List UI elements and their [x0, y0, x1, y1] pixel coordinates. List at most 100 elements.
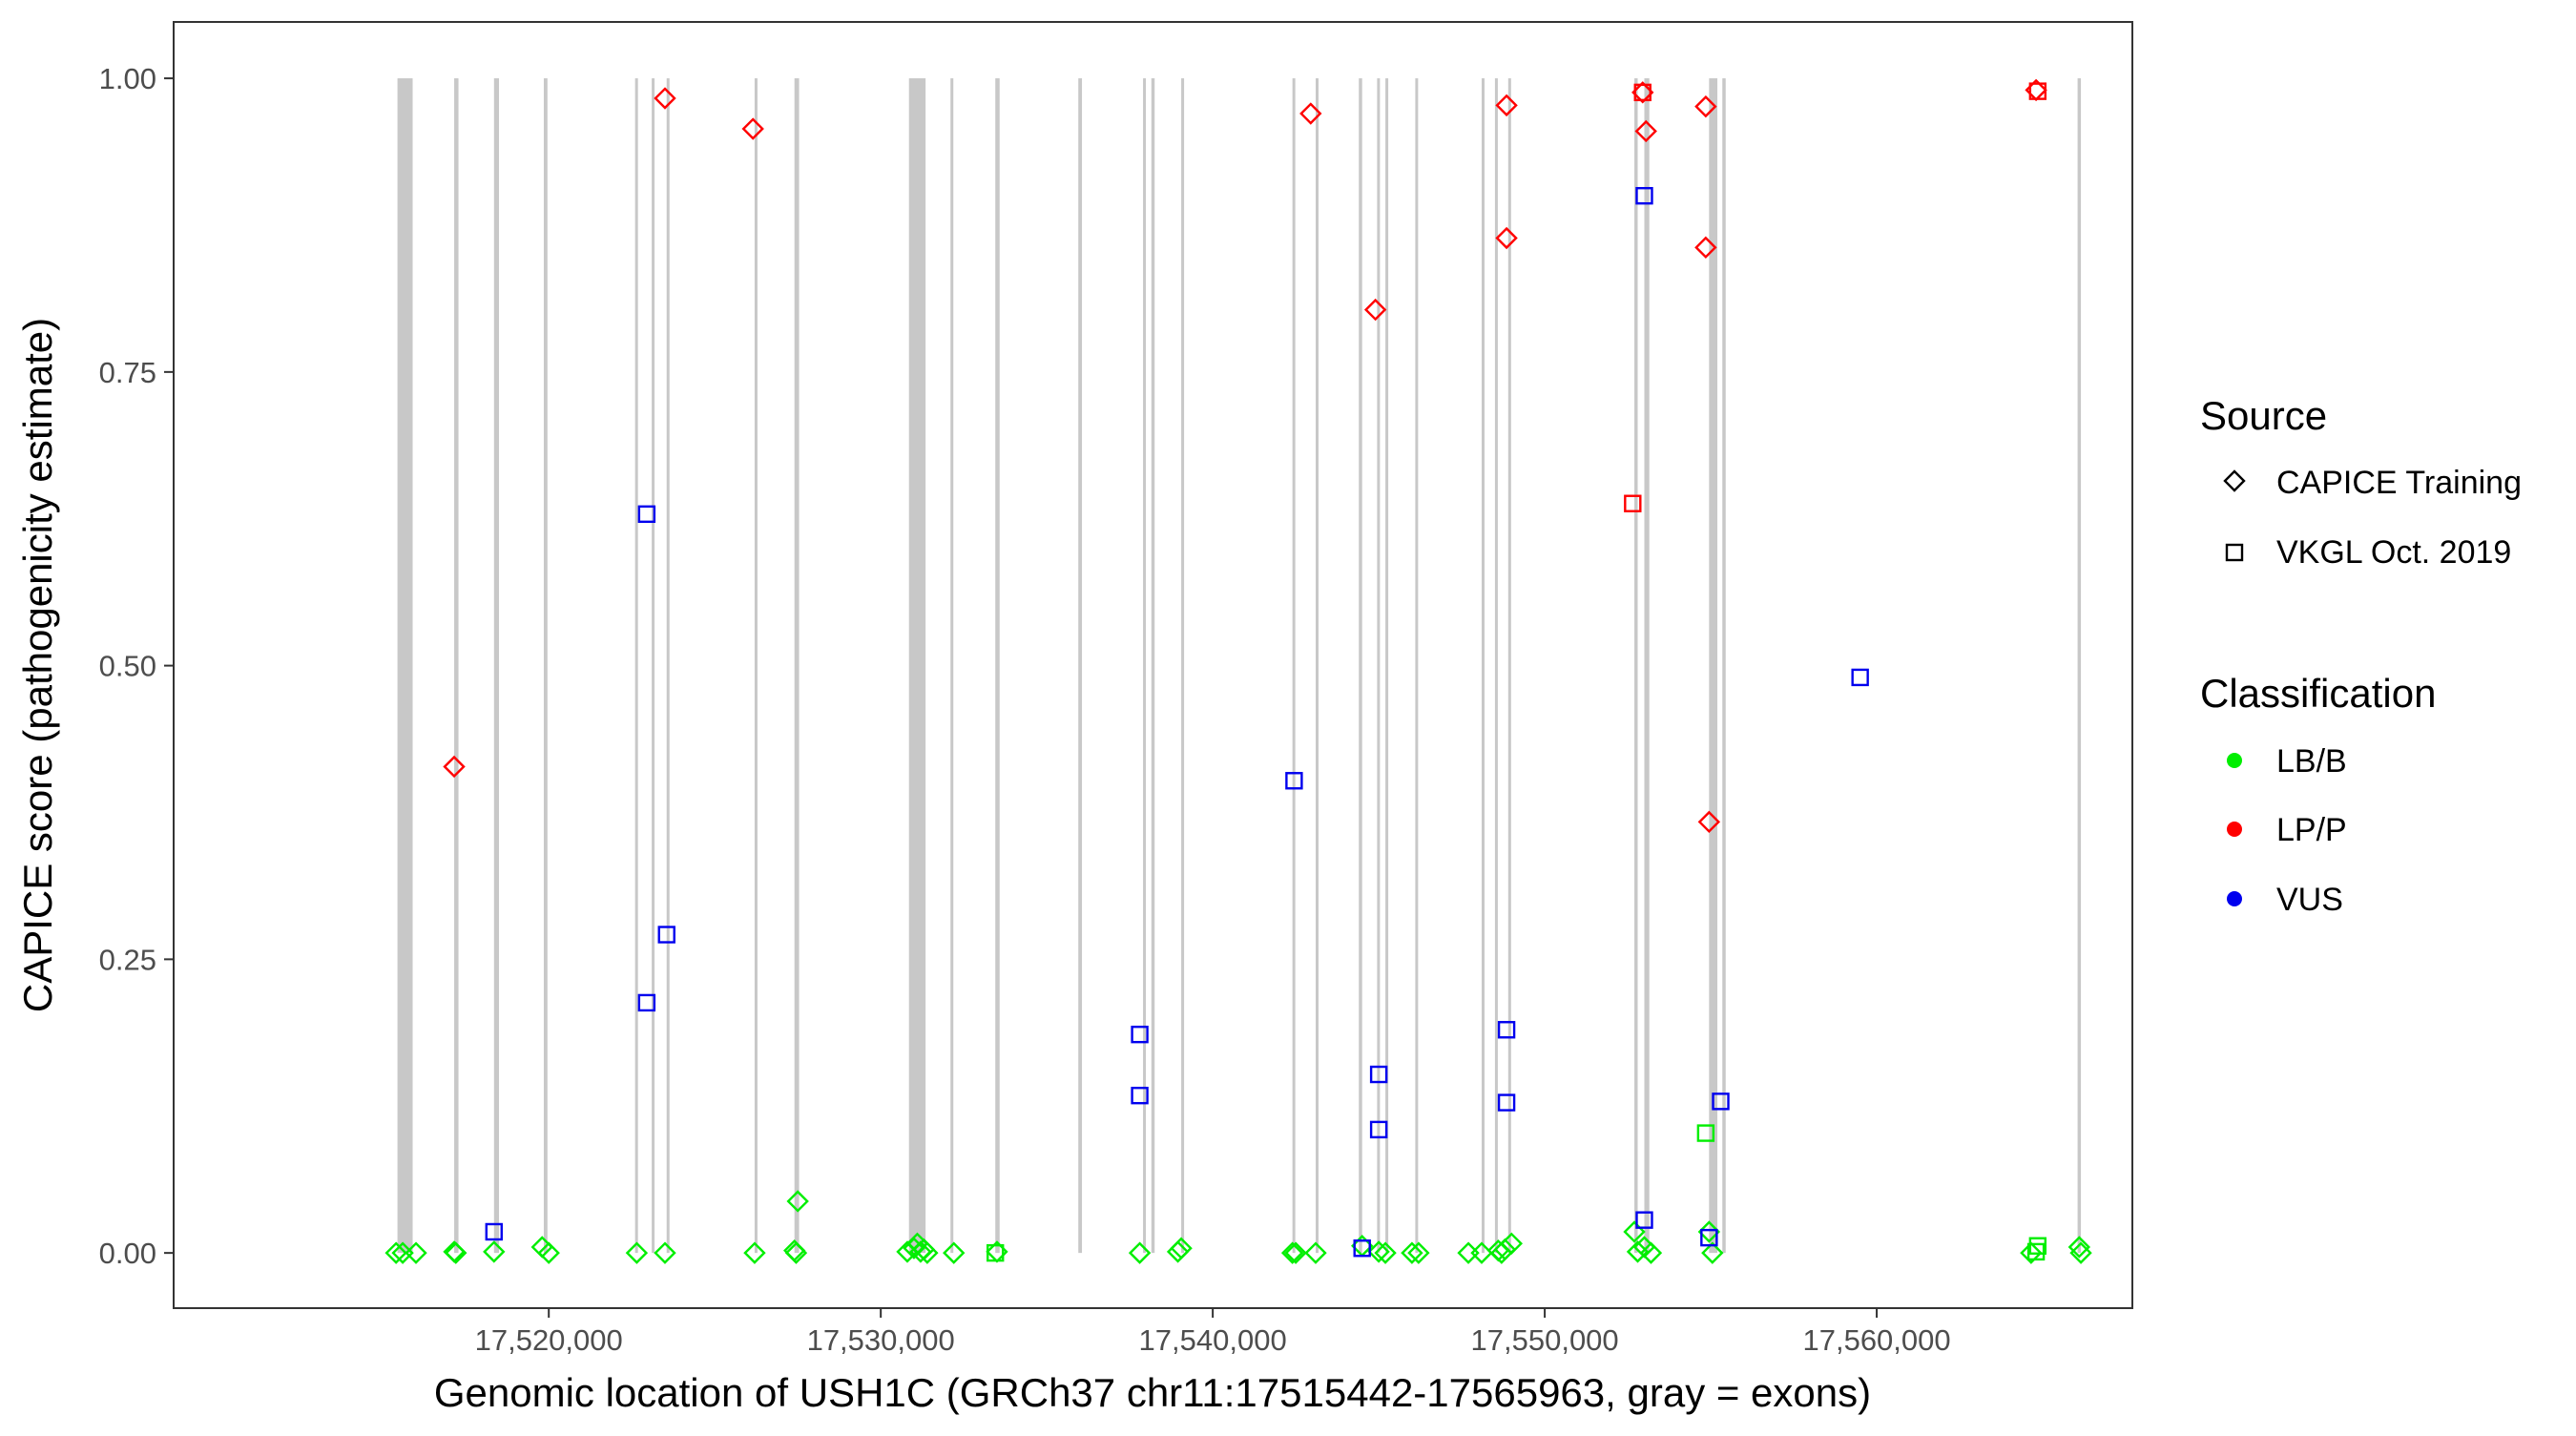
y-tick-label: 0.00	[99, 1237, 156, 1270]
vkgl-vus-point	[1369, 1120, 1388, 1139]
capice-lbb-point	[1280, 1241, 1304, 1264]
capice-lbb-point	[405, 1241, 427, 1264]
exon-band	[1709, 78, 1718, 1254]
capice-lbb-point	[786, 1190, 809, 1213]
capice-lpp-point	[1495, 226, 1518, 250]
legend-label-vus: VUS	[2276, 882, 2343, 918]
capice-lbb-point	[1701, 1241, 1724, 1264]
exon-band	[1634, 78, 1638, 1254]
legend-title-classification: Classification	[2200, 671, 2436, 716]
x-tick-label: 17,550,000	[1471, 1323, 1619, 1357]
exon-band	[1292, 78, 1296, 1254]
exon-band	[634, 78, 638, 1254]
capice-lpp-point	[1694, 94, 1717, 118]
exon-band	[908, 78, 926, 1254]
legend-label-lpp: LP/P	[2276, 812, 2347, 848]
exon-band	[950, 78, 954, 1254]
exon-band	[1151, 78, 1155, 1254]
exon-band	[2077, 78, 2082, 1254]
legend-key-vus	[2227, 891, 2242, 906]
exon-band	[1316, 78, 1319, 1254]
exon-band	[1359, 78, 1362, 1254]
legend-label-lbb: LB/B	[2276, 743, 2347, 780]
vkgl-lbb-point	[2028, 1237, 2047, 1255]
capice-lpp-point	[1631, 81, 1654, 104]
y-axis-title: CAPICE score (pathogenicity estimate)	[15, 318, 60, 1012]
exon-band	[1722, 78, 1726, 1254]
capice-lpp-point	[1299, 102, 1322, 125]
vkgl-vus-point	[637, 505, 656, 524]
legend: Source CAPICE Training VKGL Oct. 2019 Cl…	[2200, 393, 2522, 918]
vkgl-vus-point	[1353, 1239, 1371, 1258]
exon-band	[1078, 78, 1083, 1254]
capice-lbb-point	[445, 1241, 467, 1264]
exon-band	[995, 78, 1000, 1254]
vkgl-vus-point	[1285, 772, 1303, 790]
legend-label-capice-training: CAPICE Training	[2276, 465, 2522, 501]
x-tick-label: 17,560,000	[1802, 1323, 1950, 1357]
y-tick-label: 0.50	[99, 650, 156, 683]
legend-title-source: Source	[2200, 393, 2327, 438]
capice-lbb-point	[943, 1241, 966, 1264]
capice-lbb-point	[625, 1241, 649, 1264]
vkgl-vus-point	[485, 1222, 503, 1241]
vkgl-vus-point	[1131, 1086, 1149, 1105]
exon-band	[754, 78, 758, 1254]
capice-lbb-point	[1697, 1220, 1721, 1243]
x-tick-label: 17,520,000	[475, 1323, 623, 1357]
exon-band	[1377, 78, 1381, 1254]
vkgl-vus-point	[1497, 1021, 1516, 1039]
exon-band	[397, 78, 413, 1254]
capice-lbb-point	[1170, 1237, 1193, 1259]
capice-lbb-point	[1128, 1241, 1152, 1264]
legend-key-square	[2225, 543, 2244, 562]
exon-band	[1415, 78, 1419, 1254]
x-tick-label: 17,540,000	[1139, 1323, 1287, 1357]
vkgl-lpp-point	[2028, 82, 2047, 100]
capice-lbb-point	[1374, 1241, 1397, 1264]
vkgl-lbb-point	[1696, 1124, 1715, 1142]
vkgl-vus-point	[1700, 1228, 1718, 1247]
exon-band	[1494, 78, 1498, 1254]
capice-lbb-point	[1407, 1241, 1430, 1264]
capice-lbb-point	[2067, 1236, 2091, 1259]
exon-band	[794, 78, 800, 1254]
capice-lpp-point	[741, 117, 764, 140]
point-layer	[384, 78, 2092, 1264]
capice-lbb-point	[2069, 1241, 2092, 1264]
vkgl-vus-point	[1712, 1093, 1730, 1111]
legend-key-lbb	[2227, 753, 2242, 768]
capice-lpp-point	[1634, 119, 1657, 143]
exon-band	[1644, 78, 1650, 1254]
exon-band	[1385, 78, 1389, 1254]
capice-lpp-point	[654, 87, 676, 110]
capice-lbb-point	[483, 1240, 506, 1263]
vkgl-vus-point	[1635, 186, 1653, 205]
capice-lpp-point	[443, 755, 466, 779]
vkgl-vus-point	[657, 926, 675, 944]
capice-lbb-point	[743, 1241, 766, 1264]
capice-lbb-point	[1284, 1241, 1307, 1264]
exon-band	[1181, 78, 1185, 1254]
vkgl-lbb-point	[987, 1243, 1005, 1262]
capice-lbb-point	[1500, 1232, 1523, 1255]
legend-key-diamond	[2223, 469, 2246, 492]
vkgl-vus-point	[1497, 1093, 1516, 1112]
capice-lbb-point	[2020, 1241, 2043, 1264]
exon-band	[454, 78, 459, 1254]
exon-band	[666, 78, 670, 1254]
capice-lbb-point	[916, 1241, 939, 1264]
vkgl-vus-point	[637, 993, 656, 1012]
legend-key-lpp	[2227, 822, 2242, 837]
exon-band	[493, 78, 500, 1254]
y-tick-label: 1.00	[99, 62, 156, 95]
capice-lbb-point	[1639, 1241, 1663, 1264]
x-axis-title: Genomic location of USH1C (GRCh37 chr11:…	[434, 1370, 1871, 1415]
x-tick-label: 17,530,000	[807, 1323, 955, 1357]
exon-band	[1481, 78, 1485, 1254]
vkgl-vus-point	[1851, 668, 1869, 687]
legend-label-vkgl: VKGL Oct. 2019	[2276, 534, 2511, 571]
exon-band	[543, 78, 548, 1254]
